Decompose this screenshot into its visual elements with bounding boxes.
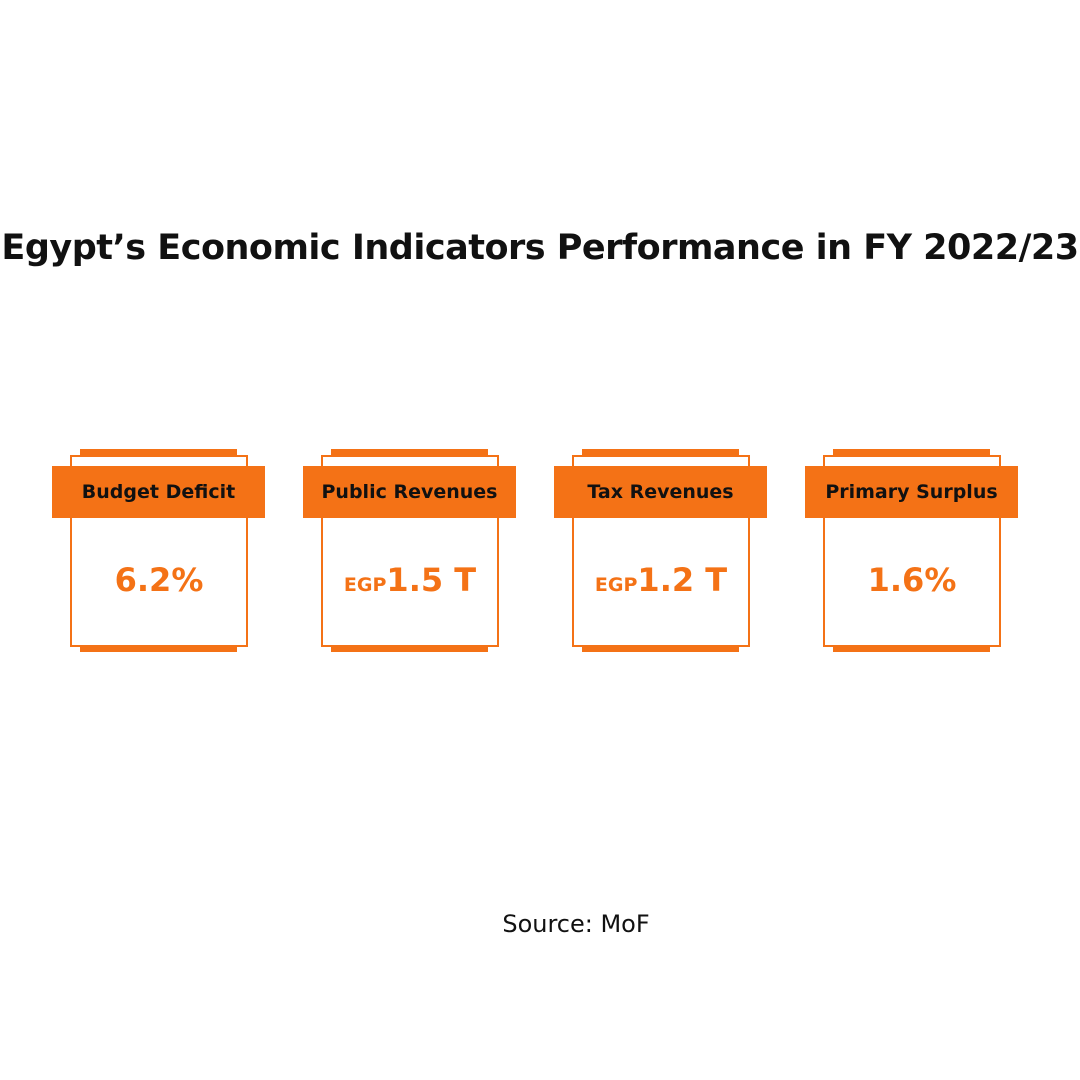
card-label: Primary Surplus <box>805 466 1018 518</box>
indicator-card: Primary Surplus 1.6% <box>805 449 1018 653</box>
card-value: EGP1.2 T <box>572 561 750 599</box>
card-label: Tax Revenues <box>554 466 767 518</box>
top-bar <box>80 449 237 456</box>
top-bar <box>331 449 488 456</box>
value-text: 6.2% <box>114 561 204 599</box>
value-text: 1.6% <box>867 561 957 599</box>
card-value: EGP1.5 T <box>321 561 499 599</box>
card-value: 6.2% <box>70 561 248 599</box>
card-label: Budget Deficit <box>52 466 265 518</box>
bottom-bar <box>80 645 237 652</box>
top-bar <box>582 449 739 456</box>
value-prefix: EGP <box>343 574 387 596</box>
indicator-card: Tax Revenues EGP1.2 T <box>554 449 767 653</box>
source: Source: MoF <box>502 910 650 938</box>
value-text: 1.5 T <box>386 561 477 599</box>
bottom-bar <box>833 645 990 652</box>
value-prefix: EGP <box>594 574 638 596</box>
indicator-card: Public Revenues EGP1.5 T <box>303 449 516 653</box>
title: Egypt’s Economic Indicators Performance … <box>1 228 1079 268</box>
indicator-card: Budget Deficit 6.2% <box>52 449 265 653</box>
value-text: 1.2 T <box>637 561 728 599</box>
card-label: Public Revenues <box>303 466 516 518</box>
bottom-bar <box>331 645 488 652</box>
card-value: 1.6% <box>823 561 1001 599</box>
top-bar <box>833 449 990 456</box>
bottom-bar <box>582 645 739 652</box>
